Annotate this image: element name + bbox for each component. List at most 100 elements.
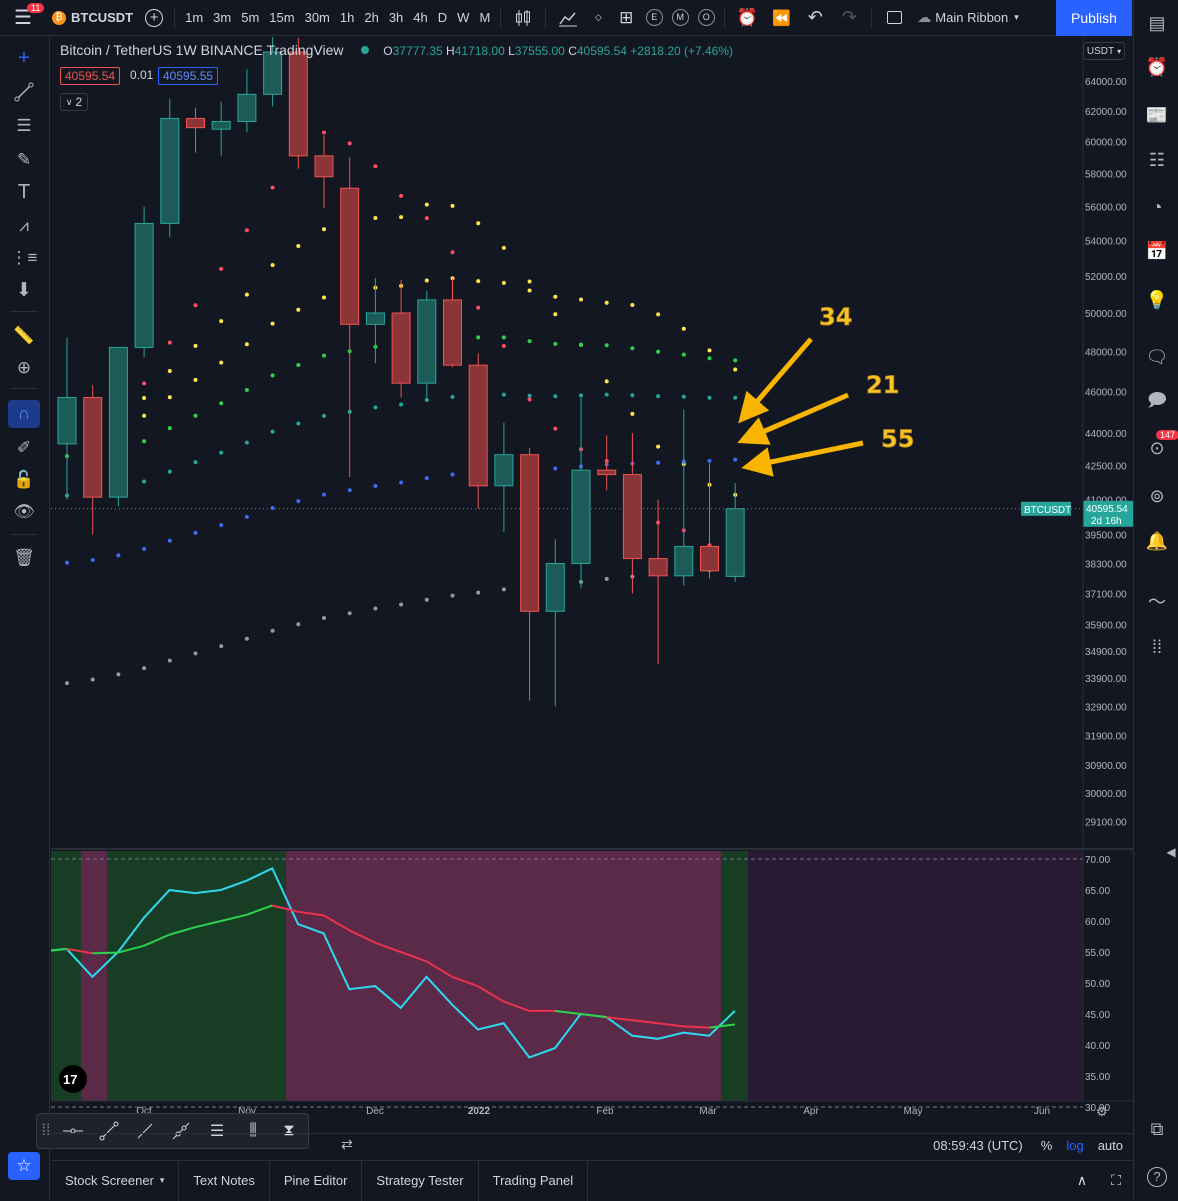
interval-D[interactable]: D	[437, 10, 448, 25]
tab-trading-panel[interactable]: Trading Panel	[479, 1160, 589, 1201]
trading-button[interactable]: 〜	[1142, 586, 1172, 616]
chat-button[interactable]: 🗨	[1142, 342, 1172, 372]
percent-toggle[interactable]: %	[1040, 1138, 1053, 1153]
fullscreen-button[interactable]	[877, 0, 911, 36]
trendline-tool[interactable]	[8, 78, 40, 106]
interval-3h[interactable]: 3h	[388, 10, 404, 25]
data-window-button[interactable]: ◔	[1142, 192, 1172, 222]
hotlist-button[interactable]: ☷	[1142, 145, 1172, 175]
time-axis-label: Apr	[803, 1106, 819, 1117]
interval-30m[interactable]: 30m	[304, 10, 330, 25]
trend-line-tool[interactable]	[91, 1114, 127, 1148]
interval-2h[interactable]: 2h	[364, 10, 379, 25]
zoom-tool[interactable]: ⊕	[8, 354, 40, 382]
top-toolbar: ☰ 11 ₿ BTCUSDT + 1m 3m 5m 15m 30m 1h 2h 3h 4h D W M…	[0, 0, 1178, 36]
interval-1m[interactable]: 1m	[185, 10, 204, 25]
object-tree-button[interactable]: ⧉	[1142, 1114, 1172, 1144]
measure-tool[interactable]: 📏	[8, 322, 40, 350]
layout-grid-button[interactable]: ⊞	[611, 0, 641, 36]
ribbon-dot	[553, 466, 558, 471]
notifications-button[interactable]: 🔔	[1142, 526, 1172, 556]
oscillator-axis-label: 65.00	[1085, 886, 1110, 897]
messages-button[interactable]: 🗩	[1142, 388, 1172, 418]
pattern-tool[interactable]: ⩘	[8, 212, 40, 240]
tab-pine-editor[interactable]: Pine Editor	[270, 1160, 363, 1201]
parallel-channel-tool[interactable]: ☰	[199, 1114, 235, 1148]
interval-3m[interactable]: 3m	[213, 10, 232, 25]
time-axis-label: Jun	[1034, 1106, 1050, 1117]
ideas-button[interactable]: 💡	[1142, 285, 1172, 315]
news-button[interactable]: 📰	[1142, 100, 1172, 130]
collapse-panel-button[interactable]: ∧	[1065, 1172, 1099, 1189]
prediction-tool[interactable]: ⋮≡	[8, 244, 40, 272]
chevron-down-icon: ▾	[159, 1175, 165, 1185]
buy-price-box[interactable]: 40595.55	[158, 67, 219, 85]
collapse-panel-button[interactable]: ◀	[1156, 837, 1178, 867]
collapse-indicators-button[interactable]: ∨ 2	[60, 93, 88, 111]
drag-handle[interactable]: ⁞⁞	[41, 1122, 51, 1139]
replay-button[interactable]: ⏪	[764, 0, 798, 36]
undo-button[interactable]: ↶	[798, 0, 832, 36]
ribbon-ma-55	[65, 392, 738, 498]
alert-m-button[interactable]: M	[667, 0, 693, 36]
dom-button[interactable]: ⁞⁞	[1142, 632, 1172, 662]
interval-W[interactable]: W	[457, 10, 470, 25]
calendar-button[interactable]: 📅	[1142, 236, 1172, 266]
chart-area[interactable]: 64000.00 62000.00 60000.00 58000.00 56000.00…	[51, 37, 1133, 1133]
symbol-search[interactable]: ₿ BTCUSDT	[46, 0, 139, 36]
ray-tool[interactable]	[127, 1114, 163, 1148]
oscillator-slow-segment	[272, 904, 299, 913]
compare-button[interactable]: +	[139, 0, 169, 36]
oscillator-zone	[721, 851, 748, 1101]
annotation-arrow	[741, 440, 864, 477]
broadcast-button[interactable]: ⊚	[1142, 481, 1172, 511]
alert-button[interactable]: ⏰	[730, 0, 764, 36]
stay-drawing-tool[interactable]: ✐	[8, 434, 40, 462]
magnet-tool[interactable]: ∩	[8, 400, 40, 428]
tab-strategy-tester[interactable]: Strategy Tester	[362, 1160, 479, 1201]
menu-button[interactable]: ☰ 11	[0, 0, 46, 36]
ribbon-dot	[270, 506, 275, 511]
icons-tool[interactable]: ⬇	[8, 276, 40, 304]
interval-1h[interactable]: 1h	[339, 10, 355, 25]
indicators-button[interactable]	[551, 0, 585, 36]
alert-e-button[interactable]: E	[641, 0, 667, 36]
interval-M[interactable]: M	[479, 10, 491, 25]
chart-type-button[interactable]	[506, 0, 540, 36]
text-tool[interactable]: T	[8, 178, 40, 206]
alerts-button[interactable]: ⏰	[1142, 52, 1172, 82]
auto-toggle[interactable]: auto	[1097, 1138, 1123, 1153]
fib-tool[interactable]: ☰	[8, 112, 40, 140]
price-axis-label: 62000.00	[1085, 107, 1127, 118]
interval-15m[interactable]: 15m	[269, 10, 295, 25]
watchlist-button[interactable]: ▤	[1142, 8, 1172, 38]
templates-button[interactable]: ◇	[585, 0, 611, 36]
brush-tool[interactable]: ✎	[8, 146, 40, 174]
remove-tool[interactable]: 🗑	[8, 544, 40, 572]
favorites-tool[interactable]: ☆	[8, 1152, 40, 1180]
publish-button[interactable]: Publish	[1056, 0, 1132, 36]
ribbon-dot	[476, 335, 481, 340]
pattern-tool-2[interactable]: ⧗	[271, 1114, 307, 1148]
tab-text-notes[interactable]: Text Notes	[179, 1160, 270, 1201]
log-toggle[interactable]: log	[1066, 1138, 1084, 1153]
maximize-panel-button[interactable]: ⛶	[1099, 1172, 1133, 1189]
interval-list: 1m 3m 5m 15m 30m 1h 2h 3h 4h D W M	[180, 0, 495, 36]
interval-5m[interactable]: 5m	[241, 10, 260, 25]
chat-icon: 🗨	[1145, 346, 1169, 367]
crosshair-tool[interactable]: +	[8, 44, 40, 72]
hide-tool[interactable]: 👁	[8, 498, 40, 526]
lock-tool[interactable]: 🔓	[8, 466, 40, 494]
currency-selector[interactable]: USDT ▾	[1083, 42, 1125, 60]
redo-button[interactable]: ↷	[832, 0, 866, 36]
interval-4h[interactable]: 4h	[413, 10, 428, 25]
goto-date-button[interactable]: ⇄	[341, 1136, 353, 1153]
alert-o-button[interactable]: O	[693, 0, 719, 36]
streams-button[interactable]: ⊙ 147	[1142, 430, 1178, 463]
clock-label[interactable]: 08:59:43 (UTC)	[933, 1138, 1023, 1153]
layout-name-button[interactable]: ☁ Main Ribbon ▾	[911, 0, 1025, 36]
sell-price-box[interactable]: 40595.54	[60, 67, 121, 85]
bars-pattern-tool[interactable]: ⫼	[235, 1114, 271, 1148]
help-button[interactable]: ?	[1142, 1162, 1172, 1192]
tab-stock-screener[interactable]: Stock Screener ▾	[51, 1160, 180, 1201]
